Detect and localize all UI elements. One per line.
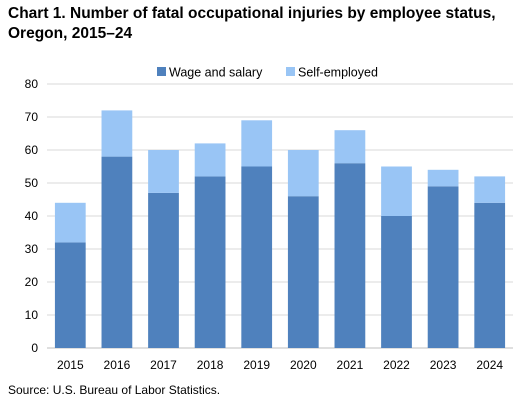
x-tick-label: 2024: [476, 358, 503, 372]
y-tick-label: 30: [25, 242, 39, 256]
y-tick-label: 40: [25, 209, 39, 223]
x-tick-label: 2022: [383, 358, 410, 372]
x-tick-label: 2019: [243, 358, 270, 372]
bar-wage-and-salary-2022: [381, 216, 412, 348]
bar-wage-and-salary-2015: [54, 242, 86, 348]
legend-self-employed-swatch: [286, 67, 295, 76]
chart-title: Chart 1. Number of fatal occupational in…: [8, 4, 520, 44]
bar-self-employed-2023: [427, 169, 459, 187]
bar-self-employed-2018: [194, 143, 226, 177]
x-tick-label: 2021: [337, 358, 364, 372]
legend-self-employed-label: Self-employed: [298, 66, 378, 80]
y-tick-label: 60: [25, 143, 39, 157]
bar-wage-and-salary-2016: [101, 156, 133, 348]
x-tick-label: 2015: [57, 358, 84, 372]
bar-wage-and-salary-2020: [287, 196, 319, 348]
x-tick-label: 2016: [104, 358, 131, 372]
chart-source: Source: U.S. Bureau of Labor Statistics.: [8, 383, 221, 397]
bar-wage-and-salary-2017: [148, 192, 179, 348]
bar-self-employed-2015: [54, 202, 86, 243]
legend-wage-and-salary-swatch: [157, 67, 166, 76]
y-tick-label: 0: [31, 341, 38, 355]
x-tick-label: 2018: [197, 358, 224, 372]
y-tick-label: 10: [25, 308, 39, 322]
legend-wage-and-salary-label: Wage and salary: [169, 66, 263, 80]
chart-title-line1: Chart 1. Number of fatal occupational in…: [8, 5, 496, 22]
y-tick-label: 50: [25, 176, 39, 190]
chart-title-line2: Oregon, 2015–24: [8, 25, 133, 42]
y-tick-label: 20: [25, 275, 39, 289]
x-tick-label: 2023: [430, 358, 457, 372]
bar-self-employed-2022: [381, 166, 412, 216]
bar-self-employed-2016: [101, 110, 133, 157]
bar-self-employed-2020: [287, 150, 319, 197]
y-tick-label: 80: [25, 77, 39, 91]
bar-self-employed-2019: [241, 120, 273, 167]
bar-wage-and-salary-2021: [334, 163, 366, 348]
bar-wage-and-salary-2019: [241, 166, 273, 348]
y-tick-label: 70: [25, 110, 39, 124]
bar-wage-and-salary-2018: [194, 176, 226, 348]
bar-self-employed-2024: [474, 176, 506, 203]
x-tick-label: 2017: [150, 358, 177, 372]
bar-self-employed-2017: [148, 150, 179, 193]
x-tick-label: 2020: [290, 358, 317, 372]
bar-wage-and-salary-2024: [474, 202, 506, 348]
bar-self-employed-2021: [334, 130, 366, 164]
bar-wage-and-salary-2023: [427, 186, 459, 348]
